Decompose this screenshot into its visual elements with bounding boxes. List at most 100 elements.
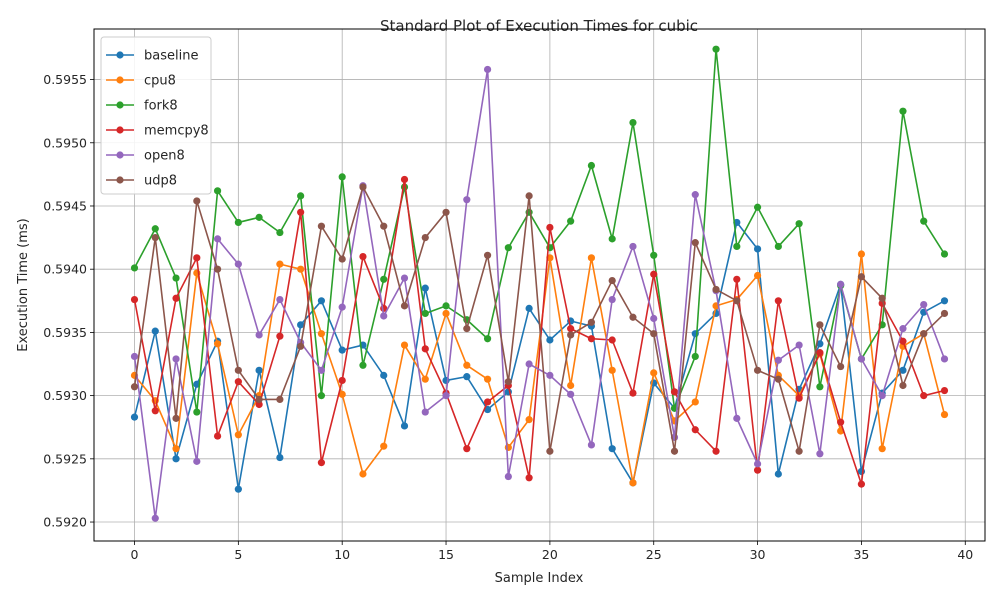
data-point-open8 <box>483 65 492 74</box>
data-point-memcpy8 <box>587 335 596 343</box>
data-point-memcpy8 <box>940 386 949 395</box>
data-point-memcpy8 <box>463 445 471 453</box>
y-tick-label: 0.5945 <box>43 198 87 213</box>
legend-label: memcpy8 <box>144 124 209 139</box>
legend-swatch-marker <box>116 101 124 109</box>
data-point-udp8 <box>463 325 471 333</box>
data-point-udp8 <box>317 222 326 230</box>
data-point-open8 <box>172 355 180 363</box>
data-point-fork8 <box>483 335 492 343</box>
data-point-udp8 <box>733 297 741 305</box>
data-point-baseline <box>380 371 388 379</box>
data-point-cpu8 <box>213 340 222 348</box>
data-point-open8 <box>213 235 222 243</box>
data-point-udp8 <box>795 447 803 455</box>
data-point-fork8 <box>920 217 928 225</box>
series-udp8 <box>130 183 949 455</box>
x-tick-label: 15 <box>438 547 454 562</box>
data-point-baseline <box>276 453 284 462</box>
data-point-baseline <box>172 455 180 463</box>
data-point-baseline <box>899 366 907 374</box>
data-point-baseline <box>130 413 139 421</box>
data-point-memcpy8 <box>400 175 409 184</box>
data-point-memcpy8 <box>629 389 637 397</box>
legend-label: baseline <box>144 49 198 64</box>
data-point-cpu8 <box>525 416 533 424</box>
data-point-open8 <box>463 196 471 204</box>
data-point-memcpy8 <box>733 275 741 283</box>
data-point-udp8 <box>920 330 928 338</box>
x-tick-label: 20 <box>542 547 558 562</box>
data-point-udp8 <box>650 330 658 338</box>
data-point-open8 <box>380 312 388 320</box>
legend-item-baseline: baseline <box>106 49 198 64</box>
data-point-open8 <box>837 280 845 288</box>
data-point-fork8 <box>940 250 949 258</box>
legend-swatch-marker <box>116 126 124 134</box>
data-point-cpu8 <box>463 361 471 369</box>
series-line-fork8 <box>133 48 946 413</box>
series-line-udp8 <box>133 186 946 453</box>
data-point-baseline <box>421 284 429 292</box>
data-point-open8 <box>816 450 824 458</box>
plot-frame <box>93 28 986 542</box>
data-point-cpu8 <box>421 375 429 383</box>
data-point-fork8 <box>691 352 699 361</box>
data-point-udp8 <box>359 183 367 191</box>
data-point-udp8 <box>380 222 388 230</box>
legend-label: cpu8 <box>144 74 176 89</box>
data-point-fork8 <box>795 220 803 228</box>
data-point-open8 <box>587 441 596 449</box>
data-point-baseline <box>463 373 471 381</box>
data-point-baseline <box>234 485 242 493</box>
data-point-memcpy8 <box>172 294 180 302</box>
data-point-udp8 <box>193 197 201 205</box>
data-point-cpu8 <box>380 442 388 450</box>
data-point-udp8 <box>629 313 637 321</box>
y-tick-label: 0.5950 <box>43 135 87 150</box>
data-point-fork8 <box>753 203 762 211</box>
y-tick-label: 0.5940 <box>43 262 87 277</box>
data-point-memcpy8 <box>837 418 845 426</box>
data-point-open8 <box>878 392 886 400</box>
data-point-open8 <box>940 355 949 363</box>
data-point-cpu8 <box>172 445 180 453</box>
data-point-baseline <box>608 445 616 453</box>
y-tick-label: 0.5935 <box>43 325 87 340</box>
legend-swatch-marker <box>116 176 124 184</box>
x-tick-label: 25 <box>646 547 662 562</box>
data-point-memcpy8 <box>567 325 575 333</box>
data-point-udp8 <box>546 447 554 455</box>
data-point-open8 <box>276 295 284 304</box>
legend-item-udp8: udp8 <box>106 174 177 189</box>
data-point-memcpy8 <box>213 432 222 440</box>
data-point-cpu8 <box>442 309 450 318</box>
data-point-memcpy8 <box>130 295 139 304</box>
data-point-baseline <box>151 327 159 335</box>
data-point-udp8 <box>213 265 222 273</box>
data-point-memcpy8 <box>712 447 720 455</box>
data-point-open8 <box>255 331 263 339</box>
legend-item-memcpy8: memcpy8 <box>106 124 209 139</box>
data-point-fork8 <box>712 45 720 53</box>
data-point-memcpy8 <box>421 345 429 353</box>
x-tick-label: 40 <box>957 547 973 562</box>
data-point-baseline <box>297 321 305 329</box>
data-point-open8 <box>774 356 782 364</box>
data-point-memcpy8 <box>608 336 616 344</box>
data-point-memcpy8 <box>753 466 762 474</box>
data-point-fork8 <box>567 217 575 225</box>
data-point-open8 <box>753 460 762 468</box>
data-point-memcpy8 <box>774 297 782 305</box>
y-tick-label: 0.5930 <box>43 388 87 403</box>
data-point-open8 <box>567 390 575 398</box>
data-point-udp8 <box>608 276 616 285</box>
data-point-baseline <box>525 304 533 312</box>
data-point-open8 <box>442 392 450 400</box>
data-point-memcpy8 <box>670 388 679 396</box>
data-point-memcpy8 <box>297 208 305 216</box>
data-point-cpu8 <box>691 398 699 406</box>
series-layer <box>130 45 949 522</box>
x-tick-label: 30 <box>750 547 766 562</box>
